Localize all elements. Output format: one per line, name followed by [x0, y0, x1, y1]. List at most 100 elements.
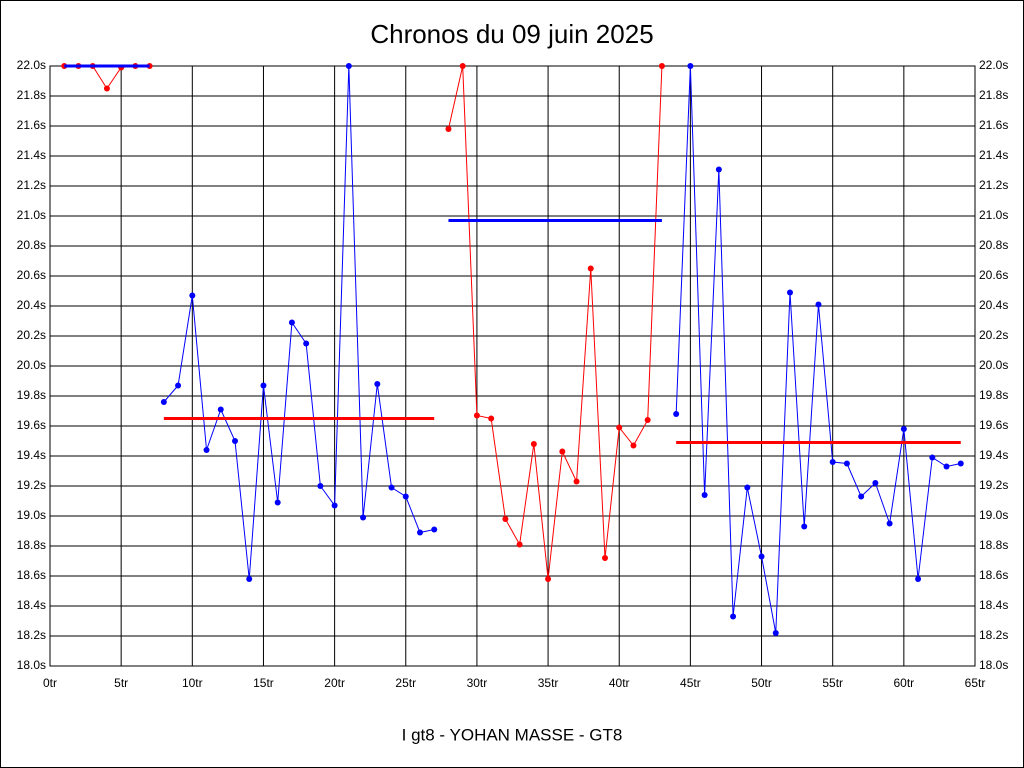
- data-point: [417, 529, 423, 536]
- y2-tick-label: 20.4s: [979, 298, 1008, 312]
- data-point: [488, 415, 495, 422]
- data-point: [701, 492, 708, 498]
- y-tick-label: 19.6s: [17, 418, 46, 432]
- y-tick-label: 20.0s: [17, 358, 46, 372]
- chart-title: Chronos du 09 juin 2025: [370, 19, 653, 49]
- data-point: [502, 516, 509, 522]
- data-point: [175, 382, 182, 389]
- x-tick-label: 35tr: [538, 676, 559, 690]
- data-point: [658, 63, 665, 69]
- data-point: [274, 499, 281, 506]
- y-tick-label: 18.4s: [17, 598, 46, 612]
- y2-tick-label: 20.0s: [979, 358, 1008, 372]
- data-point: [630, 442, 637, 449]
- data-point: [388, 484, 395, 491]
- data-point: [616, 424, 623, 431]
- y-tick-label: 18.6s: [17, 568, 46, 582]
- data-point: [744, 484, 751, 491]
- data-point: [943, 463, 950, 470]
- y2-tick-label: 19.4s: [979, 448, 1008, 462]
- data-point: [573, 478, 580, 485]
- series-line: [163, 65, 435, 580]
- data-point: [345, 63, 352, 69]
- data-point: [559, 448, 566, 455]
- x-tick-label: 30tr: [467, 676, 488, 690]
- data-point: [431, 526, 438, 533]
- data-point: [715, 166, 722, 173]
- data-point: [758, 553, 765, 560]
- y2-tick-label: 18.6s: [979, 568, 1008, 582]
- data-point: [288, 319, 295, 326]
- y2-tick-label: 18.0s: [979, 658, 1008, 672]
- x-tick-label: 40tr: [609, 676, 630, 690]
- data-point: [929, 454, 936, 461]
- plot-border: [49, 65, 976, 667]
- y2-tick-label: 21.8s: [979, 88, 1008, 102]
- y2-tick-label: 18.2s: [979, 628, 1008, 642]
- data-point: [402, 493, 409, 500]
- y-tick-label: 18.0s: [17, 658, 46, 672]
- x-axis-label: I gt8 - YOHAN MASSE - GT8: [402, 725, 623, 744]
- data-point: [801, 523, 808, 530]
- y2-tick-label: 22.0s: [979, 58, 1008, 72]
- y2-tick-label: 19.8s: [979, 388, 1008, 402]
- y2-tick-label: 20.8s: [979, 238, 1008, 252]
- y-tick-label: 22.0s: [17, 58, 46, 72]
- y-tick-label: 19.8s: [17, 388, 46, 402]
- data-point: [530, 441, 537, 447]
- y-tick-label: 21.0s: [17, 208, 46, 222]
- data-point: [260, 382, 267, 389]
- y-tick-label: 18.2s: [17, 628, 46, 642]
- y2-tick-label: 20.2s: [979, 328, 1008, 342]
- data-point: [374, 381, 381, 387]
- y2-tick-label: 21.0s: [979, 208, 1008, 222]
- data-point: [459, 63, 466, 69]
- data-point: [815, 301, 822, 308]
- y-tick-label: 20.6s: [17, 268, 46, 282]
- data-point: [103, 85, 110, 92]
- y2-tick-label: 21.6s: [979, 118, 1008, 132]
- y-tick-label: 21.4s: [17, 148, 46, 162]
- data-point: [473, 412, 480, 419]
- data-point: [843, 460, 850, 467]
- y2-tick-label: 20.6s: [979, 268, 1008, 282]
- data-point: [516, 541, 523, 548]
- data-point: [829, 459, 836, 465]
- y2-tick-label: 21.4s: [979, 148, 1008, 162]
- data-point: [915, 576, 922, 582]
- data-point: [858, 493, 865, 500]
- x-tick-label: 5tr: [114, 676, 128, 690]
- data-point: [232, 438, 238, 444]
- x-tick-label: 0tr: [43, 676, 57, 690]
- y-tick-label: 20.8s: [17, 238, 46, 252]
- data-point: [787, 289, 793, 296]
- data-point: [900, 426, 907, 432]
- x-tick-label: 45tr: [680, 676, 701, 690]
- data-point: [360, 514, 367, 521]
- data-point: [246, 576, 253, 582]
- x-tick-label: 55tr: [822, 676, 843, 690]
- y2-tick-label: 18.4s: [979, 598, 1008, 612]
- data-point: [189, 292, 196, 299]
- x-tick-label: 20tr: [324, 676, 345, 690]
- y2-tick-label: 19.0s: [979, 508, 1008, 522]
- y-tick-label: 21.2s: [17, 178, 46, 192]
- data-point: [673, 411, 680, 417]
- x-tick-label: 10tr: [182, 676, 203, 690]
- data-point: [602, 555, 608, 561]
- y-tick-label: 18.8s: [17, 538, 46, 552]
- x-tick-label: 65tr: [965, 676, 986, 690]
- y2-tick-label: 18.8s: [979, 538, 1008, 552]
- y-tick-label: 20.2s: [17, 328, 46, 342]
- data-point: [203, 447, 210, 453]
- data-point: [872, 480, 879, 486]
- x-tick-label: 25tr: [395, 676, 416, 690]
- y-tick-label: 20.4s: [17, 298, 46, 312]
- data-point: [303, 340, 310, 347]
- data-point: [545, 576, 552, 582]
- data-point: [687, 63, 694, 69]
- y-tick-label: 21.6s: [17, 118, 46, 132]
- data-point: [587, 265, 594, 272]
- y2-tick-label: 21.2s: [979, 178, 1008, 192]
